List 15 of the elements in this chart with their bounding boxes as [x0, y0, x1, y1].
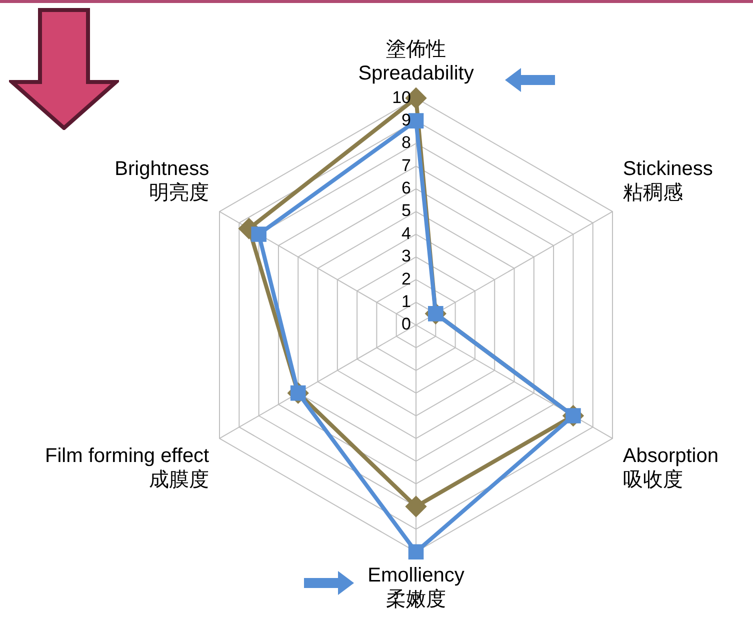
spoke-label: Absorption 吸收度	[622, 444, 719, 491]
y-tick-label: 2	[402, 269, 411, 288]
y-tick-label: 3	[402, 246, 411, 266]
y-tick-label: 4	[402, 224, 411, 243]
y-tick-label: 6	[402, 178, 411, 198]
spoke-label: Stickiness 粘稠感	[622, 158, 713, 204]
y-tick-label: 5	[402, 201, 411, 220]
spoke-label: Emolliency 柔嫩度	[368, 564, 464, 610]
spoke-label: Brightness 明亮度	[114, 158, 210, 204]
spoke-label: 塗佈性 Spreadability	[358, 38, 474, 85]
y-tick-label: 8	[402, 133, 411, 152]
y-tick-label: 7	[402, 156, 411, 175]
y-tick-label: 1	[402, 292, 411, 311]
y-tick-label: 0	[402, 314, 411, 334]
spoke-label: Film forming effect 成膜度	[44, 444, 210, 491]
